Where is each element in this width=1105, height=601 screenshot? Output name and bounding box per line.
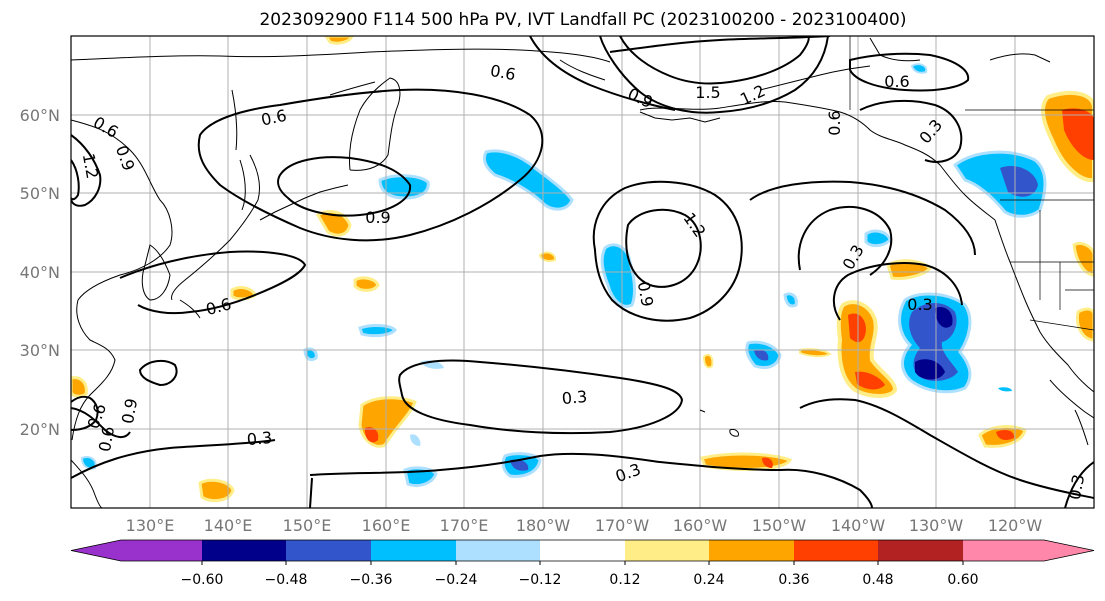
colorbar-tick-label: −0.12 [519,572,562,588]
contour-label: 0.9 [365,208,390,227]
graticule [71,36,1094,508]
colorbar-segment [625,540,709,561]
lon-label: 120°W [988,516,1043,535]
coastlines [71,37,1094,508]
lon-label: 170°E [440,516,489,535]
map-content: 0.6 0.6 0.6 0.9 0.9 1.2 1.5 0.6 0.6 0.6 … [71,36,1094,508]
colorbar-segment [371,540,456,561]
colorbar-tick-label: −0.36 [350,572,393,588]
lon-label: 170°W [595,516,650,535]
colorbar-segment [963,540,1094,561]
contour-label: 1.2 [79,152,102,180]
colorbar-tick-label: 0.12 [609,572,640,588]
colorbar [70,539,1095,565]
lat-label: 20°N [20,420,60,439]
colorbar-tick-label: −0.24 [435,572,478,588]
lon-label: 130°E [126,516,175,535]
longitude-labels: 130°E 140°E 150°E 160°E 170°E 180°W 170°… [126,516,1043,535]
colorbar-tick-label: −0.48 [265,572,308,588]
contour-label: 0.9 [118,397,141,425]
lat-label: 60°N [20,106,60,125]
contour-label: 0.3 [1065,473,1088,501]
lat-label: 50°N [20,184,60,203]
contour-label: 0.6 [489,61,517,84]
lon-label: 150°E [283,516,332,535]
colorbar-ticks: −0.60 −0.48 −0.36 −0.24 −0.12 0.12 0.24 … [181,572,979,588]
contour-label: 0.6 [259,106,288,130]
lat-label: 30°N [20,341,60,360]
colorbar-segment [456,540,540,561]
latitude-labels: 60°N 50°N 40°N 30°N 20°N [20,106,60,439]
contour-label: 0.6 [95,425,118,453]
contour-label: 0.6 [884,72,909,91]
colorbar-outline [70,539,1095,562]
positive-anomaly-shading [71,36,1094,503]
colorbar-tick-label: −0.60 [181,572,224,588]
lat-label: 40°N [20,263,60,282]
colorbar-segment [286,540,371,561]
lon-label: 160°W [673,516,728,535]
colorbar-segment [794,540,878,561]
colorbar-segment [202,540,286,561]
colorbar-segment [878,540,963,561]
borders [849,36,1094,331]
negative-anomaly-shading [80,63,1047,488]
colorbar-tick-label: 0.60 [947,572,978,588]
map-title: 2023092900 F114 500 hPa PV, IVT Landfall… [259,10,906,30]
lon-label: 140°E [204,516,253,535]
colorbar-tick-label: 0.48 [862,572,893,588]
contour-label: 0.3 [561,387,588,408]
lon-label: 150°W [752,516,807,535]
lon-label: 130°W [909,516,964,535]
contour-label: 0.6 [825,110,844,135]
map-frame [70,35,1095,509]
lon-label: 140°W [831,516,886,535]
lon-label: 160°E [362,516,411,535]
contour-label: 0.3 [907,295,932,314]
colorbar-segment [540,540,625,561]
colorbar-tick-label: 0.36 [778,572,809,588]
colorbar-segment [709,540,794,561]
contour-label: 1.5 [695,83,720,102]
contour-label: 0.9 [634,280,657,308]
ivt-contours [71,36,1094,508]
colorbar-segment [71,540,202,561]
contour-label: 0.3 [246,428,273,449]
lon-label: 180°W [516,516,571,535]
colorbar-tick-label: 0.24 [693,572,724,588]
